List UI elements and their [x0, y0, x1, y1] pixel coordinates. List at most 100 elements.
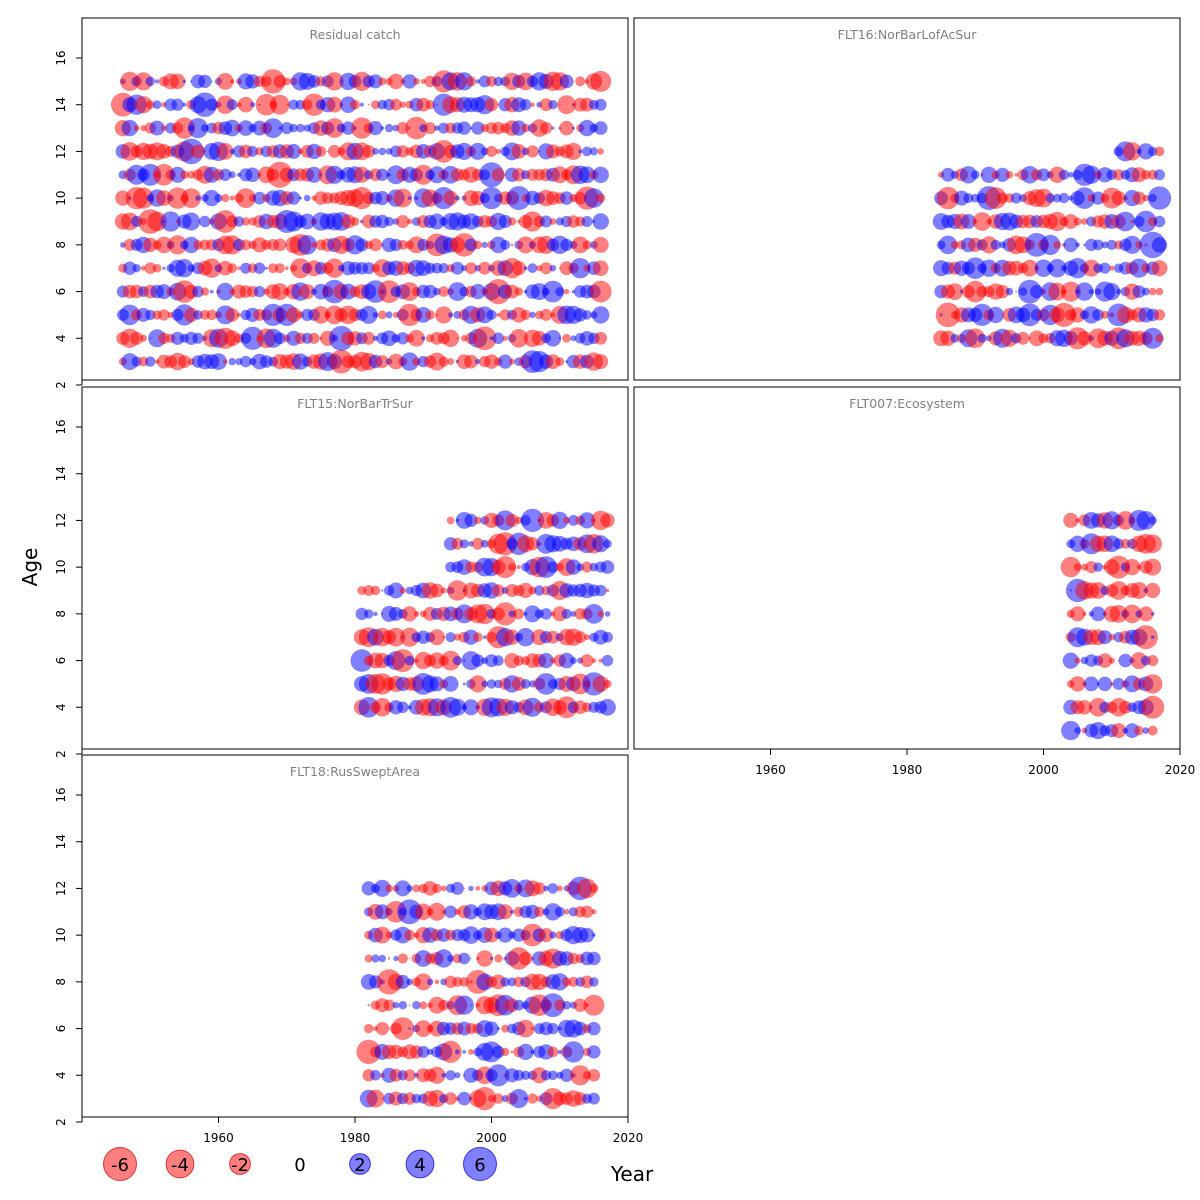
residual-bubble [191, 144, 205, 159]
y-tick-label: 14 [54, 466, 68, 481]
residual-bubble [492, 1045, 505, 1059]
residual-bubble [517, 236, 535, 254]
residual-bubble [1005, 171, 1014, 179]
residual-bubble [445, 632, 456, 643]
residual-bubble [158, 332, 170, 344]
residual-bubble [543, 885, 549, 892]
residual-bubble [527, 1093, 538, 1104]
residual-bubble [572, 80, 575, 83]
residual-bubble [440, 587, 447, 594]
residual-bubble [1144, 558, 1162, 576]
residual-bubble [391, 649, 415, 673]
residual-bubble [512, 168, 526, 182]
residual-bubble [286, 143, 302, 159]
residual-bubble [551, 973, 569, 991]
residual-bubble [1122, 604, 1142, 624]
residual-bubble [404, 655, 415, 666]
residual-bubble [500, 239, 511, 250]
residual-bubble [367, 1004, 370, 1007]
residual-bubble [432, 883, 442, 894]
residual-bubble [1147, 725, 1158, 736]
residual-bubble [404, 929, 415, 941]
residual-bubble [350, 217, 360, 226]
residual-bubble [1082, 259, 1100, 277]
residual-bubble [312, 306, 330, 324]
residual-bubble [290, 258, 311, 279]
residual-bubble [590, 70, 612, 92]
residual-bubble [1060, 556, 1082, 578]
residual-bubble [225, 308, 239, 322]
residual-bubble [200, 287, 210, 296]
residual-bubble [520, 508, 545, 532]
residual-bubble [425, 100, 435, 110]
residual-bubble [392, 1001, 400, 1009]
residual-bubble [474, 516, 482, 525]
residual-bubble [971, 303, 994, 326]
residual-bubble [471, 654, 485, 667]
residual-bubble [369, 238, 382, 252]
y-tick-label: 12 [54, 144, 68, 159]
residual-bubble [273, 75, 287, 88]
residual-bubble [273, 238, 287, 252]
residual-bubble [573, 1021, 588, 1036]
residual-bubble [1097, 653, 1113, 668]
residual-bubble [396, 215, 410, 228]
residual-bubble [581, 561, 593, 573]
residual-bubble [210, 353, 227, 370]
residual-bubble [289, 123, 298, 133]
residual-bubble [592, 260, 609, 277]
residual-bubble [271, 283, 289, 301]
residual-bubble [1063, 237, 1079, 253]
residual-bubble [455, 1049, 460, 1055]
residual-bubble [158, 309, 170, 321]
residual-bubble [478, 261, 492, 275]
residual-bubble [385, 884, 393, 893]
residual-bubble [385, 311, 393, 319]
legend-label: -6 [111, 1155, 129, 1176]
residual-bubble [214, 194, 223, 203]
residual-bubble [445, 1070, 456, 1081]
residual-bubble [469, 142, 487, 160]
residual-bubble [1048, 282, 1067, 301]
residual-bubble [594, 331, 608, 345]
residual-bubble [513, 999, 525, 1011]
residual-bubble [459, 539, 469, 549]
residual-bubble [362, 145, 376, 158]
legend-bubble [405, 1149, 435, 1179]
legend-item: -4 [165, 1149, 195, 1179]
residual-bubble [463, 887, 466, 890]
residual-bubble [134, 72, 153, 91]
residual-bubble [402, 74, 417, 89]
residual-bubble [390, 98, 402, 111]
residual-bubble [408, 1027, 411, 1030]
residual-bubble [496, 312, 501, 317]
residual-bubble [448, 698, 466, 716]
residual-bubble [376, 168, 389, 181]
residual-bubble [133, 125, 140, 131]
residual-bubble [237, 266, 241, 271]
residual-bubble [510, 1050, 514, 1054]
residual-bubble [240, 239, 252, 251]
residual-bubble [1021, 259, 1039, 277]
residual-bubble [1154, 169, 1165, 181]
residual-bubble [1137, 143, 1154, 160]
residual-bubble [403, 1069, 416, 1082]
residual-bubble [489, 336, 494, 341]
residual-bubble [439, 1040, 462, 1063]
residual-bubble [539, 928, 554, 943]
residual-bubble [226, 99, 238, 111]
residual-bubble [187, 118, 209, 139]
residual-bubble [377, 310, 387, 320]
residual-bubble [1088, 288, 1095, 295]
residual-bubble [350, 99, 360, 110]
residual-bubble [473, 1087, 497, 1111]
residual-bubble [328, 144, 341, 158]
residual-bubble [1060, 281, 1081, 302]
residual-bubble [228, 171, 236, 179]
panel-title: FLT16:NorBarLofAcSur [838, 27, 978, 42]
residual-bubble [387, 582, 404, 599]
residual-bubble [384, 216, 394, 227]
residual-bubble [341, 121, 355, 135]
residual-bubble [1153, 309, 1166, 321]
residual-bubble [132, 264, 141, 273]
